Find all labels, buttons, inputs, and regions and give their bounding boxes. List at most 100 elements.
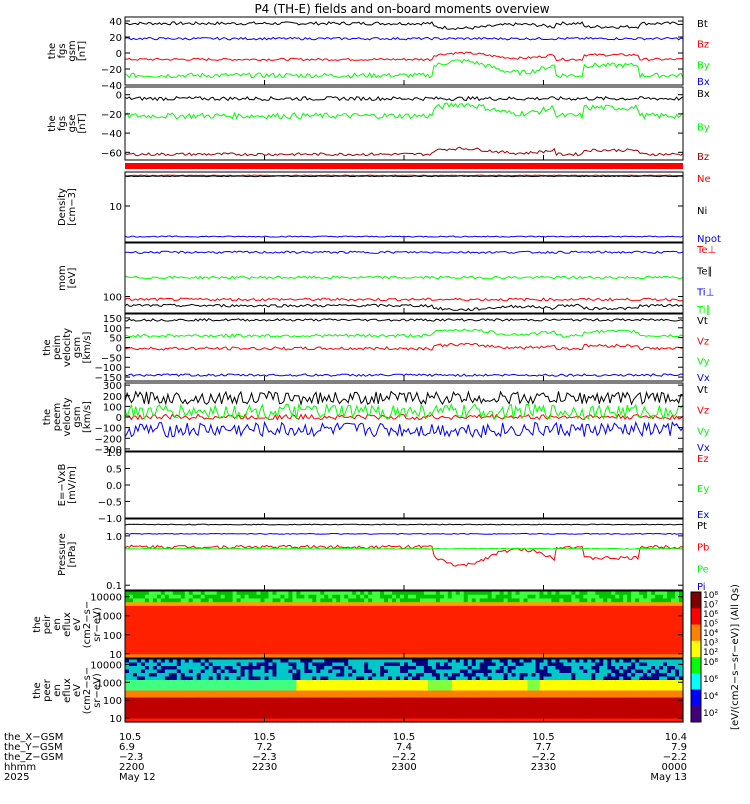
heatmap-cell xyxy=(619,598,624,602)
heatmap-cell xyxy=(476,684,481,688)
heatmap-cell xyxy=(432,647,437,651)
heatmap-cell xyxy=(583,715,588,719)
heatmap-cell xyxy=(631,651,636,655)
heatmap-cell xyxy=(651,598,656,602)
heatmap-cell xyxy=(512,677,517,681)
heatmap-cell xyxy=(520,606,525,610)
heatmap-cell xyxy=(177,666,182,670)
heatmap-cell xyxy=(464,621,469,625)
heatmap-cell xyxy=(149,651,154,655)
heatmap-cell xyxy=(141,694,146,698)
heatmap-cell xyxy=(639,647,644,651)
heatmap-cell xyxy=(332,698,337,702)
heatmap-cell xyxy=(464,677,469,681)
heatmap-cell xyxy=(153,598,158,602)
heatmap-cell xyxy=(392,705,397,709)
heatmap-cell xyxy=(304,677,309,681)
heatmap-cell xyxy=(217,673,222,677)
heatmap-cell xyxy=(153,647,158,651)
heatmap-cell xyxy=(392,659,397,663)
heatmap-cell xyxy=(488,659,493,663)
heatmap-cell xyxy=(472,691,477,695)
heatmap-cell xyxy=(165,639,170,643)
heatmap-cell xyxy=(272,591,277,595)
heatmap-cell xyxy=(428,636,433,640)
heatmap-cell xyxy=(324,691,329,695)
heatmap-cell xyxy=(671,636,676,640)
heatmap-cell xyxy=(635,639,640,643)
heatmap-cell xyxy=(241,705,246,709)
heatmap-cell xyxy=(432,659,437,663)
heatmap-cell xyxy=(181,617,186,621)
heatmap-cell xyxy=(344,647,349,651)
heatmap-cell xyxy=(233,673,238,677)
heatmap-cell xyxy=(360,625,365,629)
heatmap-cell xyxy=(436,698,441,702)
heatmap-cell xyxy=(241,651,246,655)
heatmap-cell xyxy=(647,636,652,640)
heatmap-cell xyxy=(424,606,429,610)
heatmap-cell xyxy=(153,684,158,688)
heatmap-cell xyxy=(388,636,393,640)
heatmap-cell xyxy=(436,715,441,719)
heatmap-cell xyxy=(257,651,262,655)
heatmap-cell xyxy=(496,647,501,651)
heatmap-cell xyxy=(296,647,301,651)
heatmap-cell xyxy=(336,705,341,709)
heatmap-cell xyxy=(468,621,473,625)
heatmap-cell xyxy=(360,663,365,667)
heatmap-cell xyxy=(476,715,481,719)
heatmap-cell xyxy=(388,670,393,674)
heatmap-cell xyxy=(201,643,206,647)
heatmap-cell xyxy=(619,621,624,625)
heatmap-cell xyxy=(368,621,373,625)
heatmap-cell xyxy=(308,663,313,667)
heatmap-cell xyxy=(245,708,250,712)
heatmap-cell xyxy=(508,708,513,712)
heatmap-cell xyxy=(587,651,592,655)
heatmap-cell xyxy=(472,715,477,719)
heatmap-cell xyxy=(468,701,473,705)
heatmap-cell xyxy=(603,610,608,614)
heatmap-cell xyxy=(579,677,584,681)
heatmap-cell xyxy=(400,628,405,632)
heatmap-cell xyxy=(540,595,545,599)
heatmap-cell xyxy=(336,613,341,617)
heatmap-cell xyxy=(384,705,389,709)
heatmap-cell xyxy=(639,598,644,602)
heatmap-cell xyxy=(456,666,461,670)
heatmap-cell xyxy=(559,708,564,712)
heatmap-cell xyxy=(480,670,485,674)
heatmap-cell xyxy=(440,621,445,625)
heatmap-cell xyxy=(328,677,333,681)
heatmap-cell xyxy=(272,621,277,625)
heatmap-cell xyxy=(268,705,273,709)
heatmap-cell xyxy=(456,715,461,719)
heatmap-cell xyxy=(380,636,385,640)
heatmap-cell xyxy=(563,663,568,667)
heatmap-cell xyxy=(663,598,668,602)
heatmap-cell xyxy=(476,701,481,705)
heatmap-cell xyxy=(591,628,596,632)
heatmap-cell xyxy=(396,698,401,702)
heatmap-cell xyxy=(217,701,222,705)
heatmap-cell xyxy=(272,663,277,667)
heatmap-cell xyxy=(444,617,449,621)
heatmap-cell xyxy=(257,595,262,599)
heatmap-cell xyxy=(480,705,485,709)
heatmap-cell xyxy=(428,680,433,684)
heatmap-cell xyxy=(292,591,297,595)
heatmap-cell xyxy=(392,613,397,617)
heatmap-cell xyxy=(185,684,190,688)
heatmap-cell xyxy=(384,598,389,602)
heatmap-cell xyxy=(308,673,313,677)
heatmap-cell xyxy=(619,610,624,614)
heatmap-cell xyxy=(324,698,329,702)
heatmap-cell xyxy=(245,632,250,636)
heatmap-cell xyxy=(579,687,584,691)
heatmap-cell xyxy=(611,632,616,636)
heatmap-cell xyxy=(452,677,457,681)
heatmap-cell xyxy=(444,687,449,691)
heatmap-cell xyxy=(209,591,214,595)
heatmap-cell xyxy=(675,621,680,625)
